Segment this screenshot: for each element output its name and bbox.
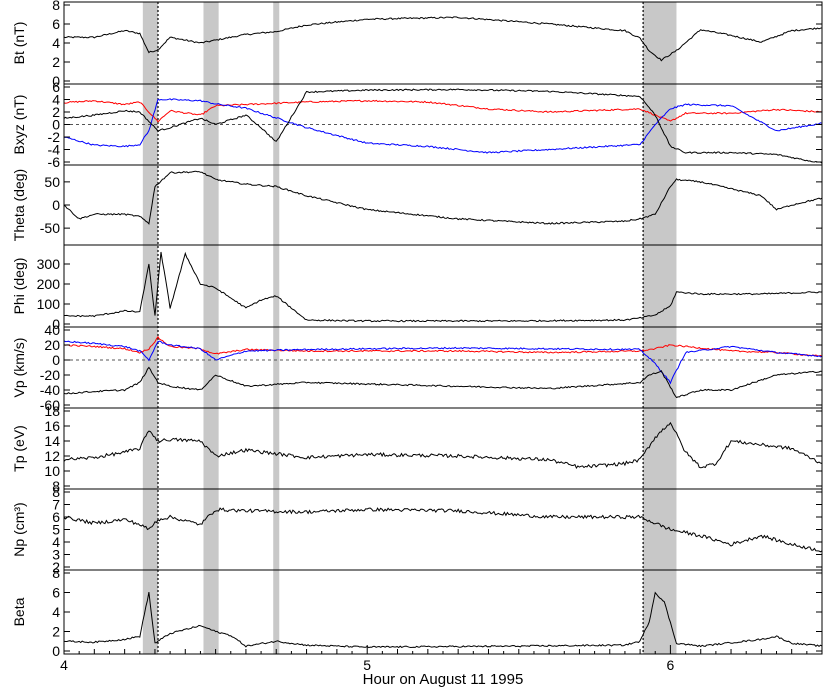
y-tick-label: 14 (44, 433, 60, 449)
y-tick-label: 0 (52, 352, 60, 368)
series-line-black (63, 421, 823, 469)
y-tick-label: 0 (52, 117, 60, 133)
panel-frame (63, 569, 823, 655)
series-line-black (63, 591, 823, 649)
y-tick-label: 8 (52, 0, 60, 13)
shaded-interval-1 (203, 2, 219, 654)
x-tick-label: 4 (60, 657, 68, 673)
panel-7: 0 2 4 6 8 Beta (11, 565, 823, 659)
y-tick-label: -40 (40, 382, 60, 398)
y-tick-label: -6 (48, 154, 61, 170)
y-tick-label: 5 (52, 522, 60, 538)
series-line-black (64, 251, 822, 323)
y-tick-label: 40 (44, 322, 60, 338)
shaded-interval-0 (142, 2, 158, 654)
y-tick-label: 0 (52, 73, 60, 89)
panel-frame (63, 488, 823, 571)
y-tick-label: 2 (52, 54, 60, 70)
shaded-interval-layer (142, 2, 677, 654)
y-tick-label: 2 (52, 104, 60, 120)
y-tick-label: 50 (44, 174, 60, 190)
y-tick-label: 300 (37, 256, 61, 272)
x-axis: 4 5 6 (60, 645, 823, 673)
y-tick-label: -4 (48, 142, 61, 158)
x-tick-label: 6 (667, 657, 675, 673)
series-line-blue (63, 340, 823, 385)
y-tick-label: 100 (37, 296, 61, 312)
y-tick-label: 6 (52, 509, 60, 525)
x-tick-label: 5 (363, 657, 371, 673)
series-line-black (63, 507, 823, 553)
y-tick-label: 6 (52, 79, 60, 95)
y-tick-label: 0 (52, 643, 60, 659)
series-line-black (63, 16, 823, 62)
series-line-red (63, 335, 823, 357)
series-line-red (63, 99, 823, 123)
panel-2: -50 0 50 Theta (deg) (11, 164, 823, 246)
y-tick-label: 200 (37, 276, 61, 292)
panel-3: 0 100 200 300 Phi (deg) (11, 244, 823, 332)
y-tick-label: 20 (44, 337, 60, 353)
y-tick-label: 3 (52, 547, 60, 563)
y-tick-label: 2 (52, 559, 60, 575)
y-tick-label: 18 (44, 403, 60, 419)
y-axis-label: Phi (deg) (11, 258, 27, 315)
panel-0: 0 2 4 6 8 Bt (nT) (11, 0, 823, 89)
y-axis-label: Np (cm³) (11, 502, 27, 556)
y-tick-label: 4 (52, 534, 60, 550)
y-axis-label: Vp (km/s) (11, 338, 27, 398)
y-tick-label: 6 (52, 585, 60, 601)
x-axis-label: Hour on August 11 1995 (363, 671, 524, 688)
y-tick-label: -50 (40, 220, 60, 236)
y-tick-label: 8 (52, 565, 60, 581)
y-tick-label: 6 (52, 16, 60, 32)
series-line-black (63, 170, 823, 225)
y-tick-label: 8 (52, 484, 60, 500)
y-tick-label: 4 (52, 35, 60, 51)
y-tick-label: 16 (44, 418, 60, 434)
y-tick-label: -20 (40, 367, 60, 383)
y-tick-label: 8 (52, 478, 60, 494)
panel-frame (63, 407, 823, 490)
y-tick-label: 2 (52, 624, 60, 640)
y-tick-label: 12 (44, 448, 60, 464)
panel-frame (63, 1, 823, 85)
series-line-blue (63, 98, 823, 154)
y-axis-label: Beta (11, 597, 27, 626)
y-tick-label: 4 (52, 92, 60, 108)
panel-frame (63, 326, 823, 409)
y-tick-label: 0 (52, 197, 60, 213)
panel-frame (63, 244, 823, 328)
y-tick-label: -60 (40, 397, 60, 413)
y-tick-label: 7 (52, 497, 60, 513)
series-line-black (63, 366, 823, 399)
y-tick-label: 4 (52, 604, 60, 620)
y-tick-label: 0 (52, 316, 60, 332)
y-axis-label: Tp (eV) (11, 425, 27, 472)
y-axis-label: Bt (nT) (11, 22, 27, 65)
shaded-interval-2 (273, 2, 280, 654)
y-axis-label: Theta (deg) (11, 169, 27, 241)
y-tick-label: 10 (44, 463, 60, 479)
series-line-black (63, 88, 823, 164)
panel-frame (63, 164, 823, 246)
shaded-interval-3 (643, 2, 677, 654)
y-axis-label: Bxyz (nT) (11, 95, 27, 155)
y-tick-label: -2 (48, 129, 61, 145)
